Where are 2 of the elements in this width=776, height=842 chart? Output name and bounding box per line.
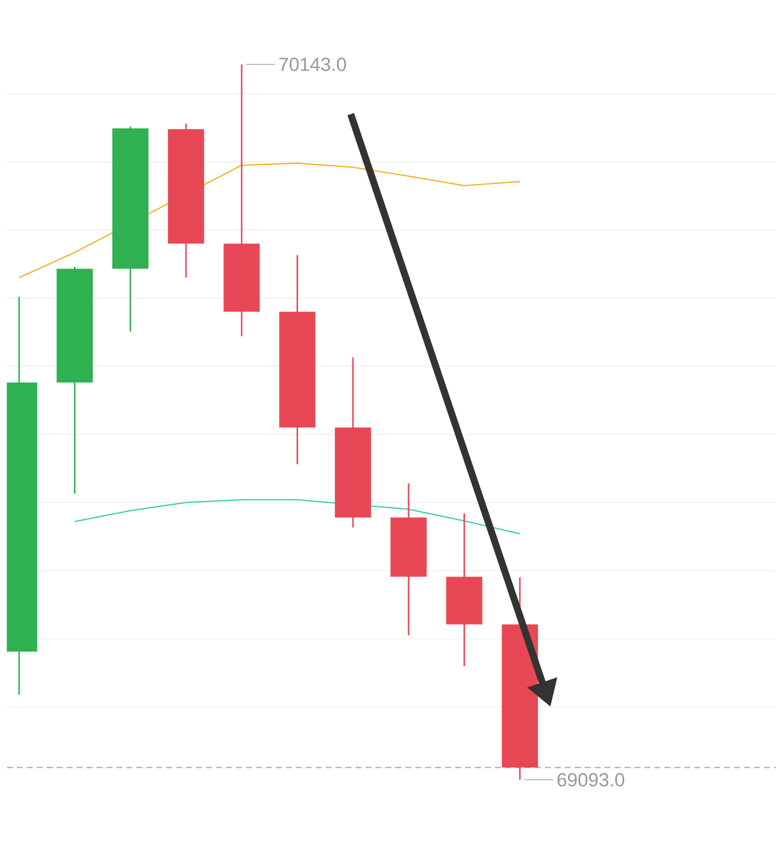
annotation: 70143.0	[279, 58, 346, 72]
text: 69093.0	[557, 773, 624, 786]
